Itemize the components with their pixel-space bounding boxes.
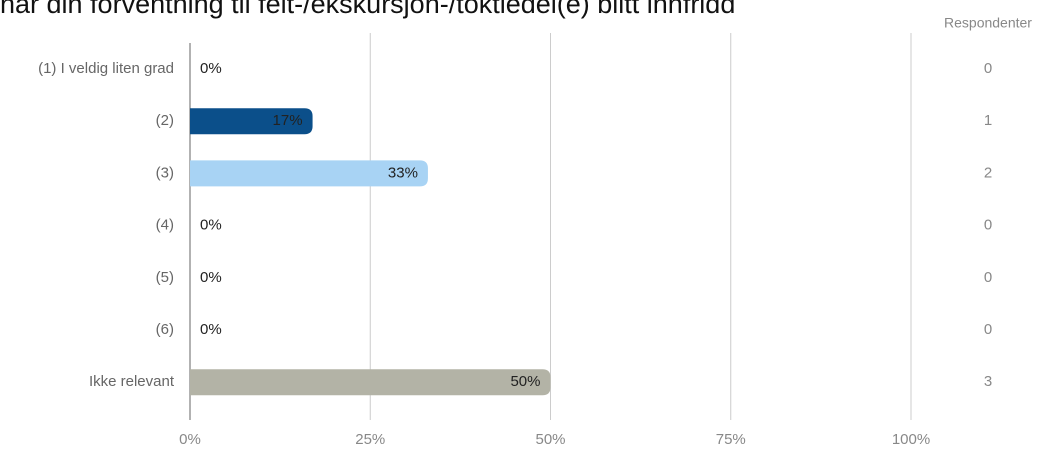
value-label: 0% [200, 217, 222, 234]
value-label: 0% [200, 60, 222, 77]
count-label: 0 [984, 60, 992, 77]
value-label: 17% [273, 112, 303, 129]
count-label: 0 [984, 217, 992, 234]
count-label: 0 [984, 321, 992, 338]
category-label: (4) [156, 217, 174, 234]
bar [190, 160, 428, 187]
count-label: 2 [984, 164, 992, 181]
x-tick-label: 100% [892, 431, 930, 448]
bar [190, 108, 313, 135]
category-label: (6) [156, 321, 174, 338]
x-tick-label: 50% [535, 431, 565, 448]
count-header: Respondenter [944, 15, 1032, 31]
bar [190, 369, 551, 396]
value-label: 0% [200, 321, 222, 338]
value-label: 50% [510, 373, 540, 390]
x-tick-label: 25% [355, 431, 385, 448]
chart-title: har din forventning til felt-/ekskursjon… [0, 0, 735, 19]
category-label: (5) [156, 269, 174, 286]
value-label: 0% [200, 269, 222, 286]
category-label: (1) I veldig liten grad [38, 60, 174, 77]
category-label: (3) [156, 164, 174, 181]
count-label: 3 [984, 373, 992, 390]
category-label: (2) [156, 112, 174, 129]
count-label: 1 [984, 112, 992, 129]
count-label: 0 [984, 269, 992, 286]
x-tick-label: 0% [179, 431, 201, 448]
category-label: Ikke relevant [89, 373, 175, 390]
x-tick-label: 75% [716, 431, 746, 448]
value-label: 33% [388, 164, 418, 181]
